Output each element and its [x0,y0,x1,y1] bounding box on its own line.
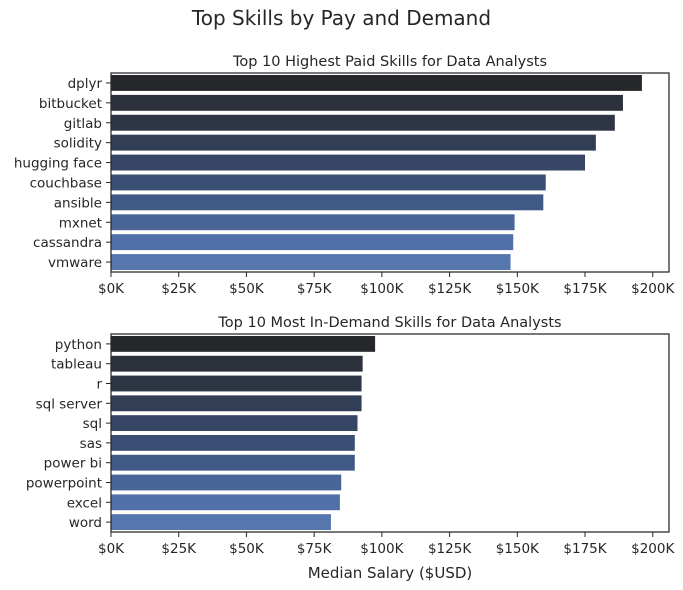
chart-2-bar-tableau [111,355,363,372]
chart-2-ytick-label: sql server [36,396,103,412]
chart-2-bar-sas [111,434,355,451]
chart-2-xtick-label: $200K [631,541,675,557]
chart-1-bar-vmware [111,254,511,271]
chart-1-ytick-label: ansible [54,195,102,211]
chart-2-ytick-label: sas [80,436,102,452]
chart-1-ytick-label: mxnet [59,215,102,231]
chart-1-bar-gitlab [111,114,615,131]
chart-2-ytick-label: excel [67,495,102,511]
chart-2-bar-excel [111,494,340,511]
chart-2-ytick-label: python [55,337,102,353]
chart-2-xtick-label: $75K [297,541,333,557]
chart-1-ytick-label: bitbucket [39,96,102,112]
chart-2-bar-sql-server [111,395,362,412]
chart-2-ytick-label: tableau [51,357,102,373]
chart-1-bar-hugging-face [111,154,586,171]
chart-2-xtick-label: $150K [496,541,540,557]
chart-1-ytick-label: cassandra [33,235,102,251]
chart-1-bar-cassandra [111,234,514,251]
chart-2-bar-word [111,514,331,531]
chart-2-title: Top 10 Most In-Demand Skills for Data An… [217,315,561,331]
chart-1-bar-ansible [111,194,544,211]
chart-2-ytick-label: sql [83,416,102,432]
chart-1-xtick-label: $175K [563,281,607,297]
chart-1-ytick-label: solidity [54,136,102,152]
chart-2-xlabel: Median Salary ($USD) [308,564,473,582]
chart-2-bar-r [111,375,362,392]
chart-1-frame [110,72,670,273]
chart-2-bar-powerpoint [111,474,342,491]
chart-1-bar-couchbase [111,174,546,191]
chart-1-xtick-label: $150K [496,281,540,297]
chart-1-bar-mxnet [111,214,515,231]
chart-2-xtick-label: $175K [563,541,607,557]
chart-1-ytick-label: gitlab [64,116,102,132]
chart-1-xtick-label: $50K [229,281,265,297]
chart-2-xtick-label: $100K [360,541,404,557]
chart-1-xtick-label: $100K [360,281,404,297]
chart-1-xtick-label: $25K [161,281,197,297]
chart-1-xtick-label: $75K [297,281,333,297]
chart-2-bar-power-bi [111,454,355,471]
figure-suptitle: Top Skills by Pay and Demand [191,6,492,30]
chart-2-ytick-label: power bi [44,456,102,472]
chart-2-ytick-label: r [96,377,102,393]
chart-2-bar-sql [111,415,358,432]
chart-1-ytick-label: vmware [48,255,102,271]
chart-2-xtick-label: $125K [428,541,472,557]
chart-1-title: Top 10 Highest Paid Skills for Data Anal… [232,54,547,70]
chart-2-xtick-label: $25K [161,541,197,557]
chart-1-bar-dplyr [111,74,642,91]
chart-2-ytick-label: word [69,515,102,531]
chart-1-ytick-label: hugging face [14,156,102,172]
chart-1-ytick-label: dplyr [68,76,103,92]
chart-2-bar-python [111,335,376,352]
chart-2-ytick-label: powerpoint [26,476,102,492]
chart-2-xtick-label: $50K [229,541,265,557]
chart-2-xtick-label: $0K [98,541,125,557]
chart-1-bar-solidity [111,134,596,151]
chart-2-frame [110,333,670,533]
chart-1-xtick-label: $0K [98,281,125,297]
chart-1-xtick-label: $200K [631,281,675,297]
chart-1-xtick-label: $125K [428,281,472,297]
chart-1-bar-bitbucket [111,94,623,111]
chart-1-ytick-label: couchbase [30,175,102,191]
